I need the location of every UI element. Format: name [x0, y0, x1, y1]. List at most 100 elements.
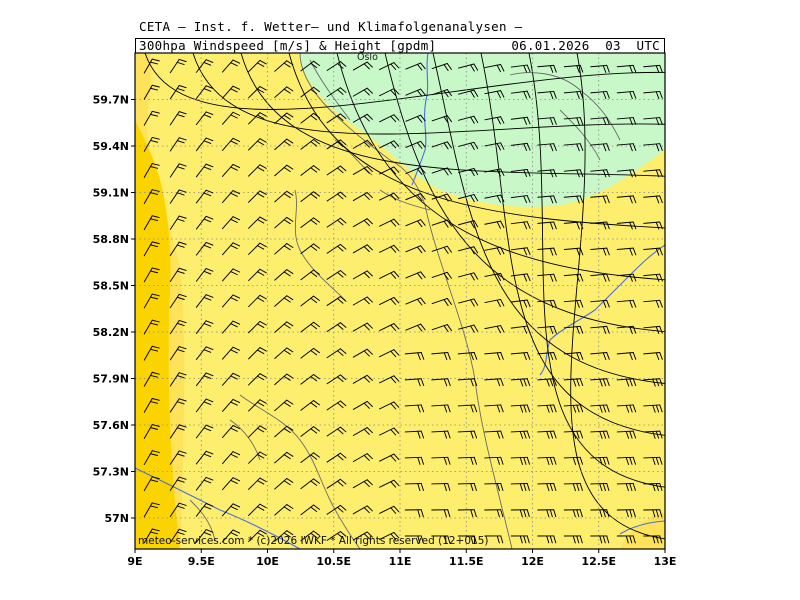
wind-barb	[510, 456, 530, 465]
wind-barb	[352, 531, 373, 541]
wind-barb	[537, 143, 557, 152]
wind-barb	[143, 528, 160, 544]
wind-barb	[379, 62, 400, 71]
wind-barb	[379, 297, 400, 305]
wind-barb	[379, 349, 400, 358]
wind-barb	[563, 64, 584, 73]
wind-barb	[300, 165, 320, 176]
wind-barb	[537, 221, 557, 230]
wind-barb	[221, 190, 241, 204]
wind-barb	[352, 296, 373, 306]
wind-barb	[300, 530, 320, 542]
wind-barb	[431, 219, 452, 228]
wind-barb	[484, 220, 505, 229]
wind-barb	[169, 398, 187, 413]
wind-barb	[484, 194, 505, 203]
wind-barb	[169, 215, 187, 230]
wind-barb	[248, 529, 267, 543]
wind-barb	[457, 483, 477, 492]
wind-barb	[326, 87, 347, 98]
wind-barb	[643, 352, 663, 361]
wind-barb	[510, 378, 531, 387]
wind-barb	[590, 299, 610, 308]
wind-barb	[274, 451, 294, 464]
wind-barb	[221, 529, 241, 543]
x-tick-label: 11.5E	[449, 555, 484, 568]
wind-barb	[195, 294, 214, 308]
wind-barb	[431, 430, 451, 439]
wind-barb	[405, 114, 426, 123]
wind-barb	[379, 114, 400, 123]
wind-barb	[379, 270, 400, 279]
wind-barb	[274, 504, 294, 516]
wind-barb	[537, 378, 557, 387]
wind-barb	[563, 169, 584, 178]
wind-barb	[563, 195, 584, 204]
wind-barb	[510, 221, 531, 230]
wind-barb	[169, 346, 187, 361]
wind-barb	[221, 111, 241, 125]
wind-barb	[484, 404, 504, 413]
wind-barb	[143, 450, 160, 466]
wind-barb	[169, 137, 187, 152]
wind-barb	[537, 535, 557, 544]
wind-barb	[458, 220, 479, 229]
wind-barb	[248, 425, 267, 438]
wind-barb	[404, 378, 425, 387]
wind-barb	[274, 321, 294, 333]
wind-barb	[274, 295, 294, 307]
height-contour-line	[570, 53, 665, 540]
y-tick-label: 59.7N	[93, 94, 129, 107]
wind-barb	[352, 453, 373, 463]
wind-barb	[590, 325, 610, 334]
wind-barb	[643, 195, 663, 204]
wind-barb	[431, 324, 452, 333]
wind-barb	[537, 325, 557, 334]
wind-barb	[300, 60, 320, 72]
wind-barb	[405, 245, 426, 254]
wind-barb	[169, 85, 187, 100]
wind-barb	[643, 456, 663, 465]
wind-barb	[484, 456, 504, 465]
wind-barb	[537, 456, 557, 465]
wind-barb	[379, 88, 400, 97]
wind-barb	[510, 509, 530, 518]
wind-barb	[379, 166, 400, 175]
wind-barb	[484, 246, 505, 255]
wind-barb	[484, 509, 504, 518]
wind-barb	[563, 352, 584, 361]
wind-barb	[379, 427, 400, 436]
map-title: 300hpa_Windspeed_[m/s]_&_Height_[gpdm]	[139, 38, 437, 53]
wind-barb	[643, 169, 663, 178]
wind-barb	[405, 271, 426, 280]
wind-barb	[274, 477, 294, 490]
wind-barb	[169, 293, 187, 309]
wind-barb	[537, 64, 557, 73]
wind-barb	[484, 116, 505, 125]
wind-barb	[537, 195, 557, 204]
wind-barb	[221, 85, 241, 99]
wind-barb	[431, 193, 452, 202]
wind-barb	[300, 321, 320, 333]
wind-barb	[404, 483, 424, 492]
wind-barb	[405, 88, 426, 97]
wind-barb	[590, 456, 610, 465]
wind-barb	[379, 140, 400, 149]
wind-barb	[274, 373, 294, 386]
wind-barb	[169, 319, 187, 335]
wind-barb	[590, 117, 610, 126]
wind-barb	[169, 450, 187, 465]
wind-barb	[431, 141, 452, 150]
wind-barb	[457, 404, 478, 413]
wind-barb	[248, 242, 267, 255]
wind-barb	[300, 139, 320, 150]
wind-barb	[590, 143, 610, 152]
wind-barb	[169, 163, 187, 178]
wind-barb	[563, 273, 584, 282]
y-axis: 57N 57.3N 57.6N 57.9N 58.2N 58.5N 58.8N 59.1N 59…	[93, 94, 135, 525]
wind-barb	[563, 430, 584, 439]
wind-barb	[326, 322, 347, 333]
wind-barb	[537, 509, 557, 518]
wind-barb	[405, 297, 426, 306]
height-contour-line	[288, 53, 665, 229]
